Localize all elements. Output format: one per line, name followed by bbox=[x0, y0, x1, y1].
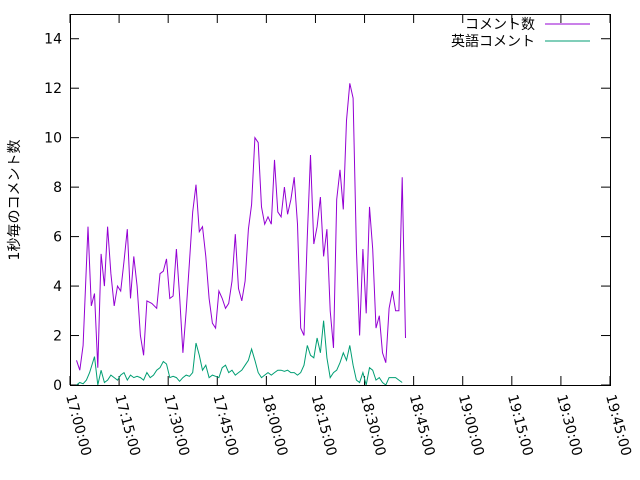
x-tick-label: 18:00:00 bbox=[258, 393, 290, 458]
x-tick-label: 17:30:00 bbox=[160, 393, 192, 458]
x-tick-label: 17:00:00 bbox=[62, 393, 94, 458]
y-tick-label: 14 bbox=[44, 32, 62, 48]
x-tick-label: 17:45:00 bbox=[209, 393, 241, 458]
legend-label: コメント数 bbox=[465, 17, 535, 33]
x-tick-label: 19:15:00 bbox=[504, 393, 536, 458]
y-tick-label: 6 bbox=[53, 230, 62, 246]
x-tick-label: 18:30:00 bbox=[357, 393, 389, 458]
y-tick-label: 10 bbox=[44, 131, 62, 147]
legend-label: 英語コメント bbox=[451, 33, 535, 50]
y-tick-label: 2 bbox=[53, 329, 62, 345]
x-tick-label: 18:45:00 bbox=[406, 393, 438, 458]
x-tick-label: 19:30:00 bbox=[553, 393, 585, 458]
y-tick-label: 12 bbox=[44, 81, 62, 97]
x-tick-label: 19:45:00 bbox=[602, 393, 634, 458]
series-lines bbox=[76, 83, 406, 386]
x-tick-label: 19:00:00 bbox=[455, 393, 487, 458]
x-tick-label: 17:15:00 bbox=[111, 393, 143, 458]
x-axis-ticks: 17:00:00 17:15:00 17:30:00 17:45:00 18:00:00… bbox=[62, 14, 634, 458]
x-tick-label: 18:15:00 bbox=[308, 393, 340, 458]
y-axis-label: 1秒毎のコメント数 bbox=[7, 140, 23, 261]
y-tick-label: 4 bbox=[53, 279, 62, 295]
y-axis-ticks: 0 2 4 6 8 10 12 14 bbox=[44, 32, 610, 394]
series-line-0 bbox=[76, 83, 406, 371]
y-tick-label: 8 bbox=[53, 180, 62, 196]
series-line-1 bbox=[76, 320, 403, 386]
plot-frame bbox=[70, 14, 611, 386]
y-tick-label: 0 bbox=[53, 378, 62, 394]
